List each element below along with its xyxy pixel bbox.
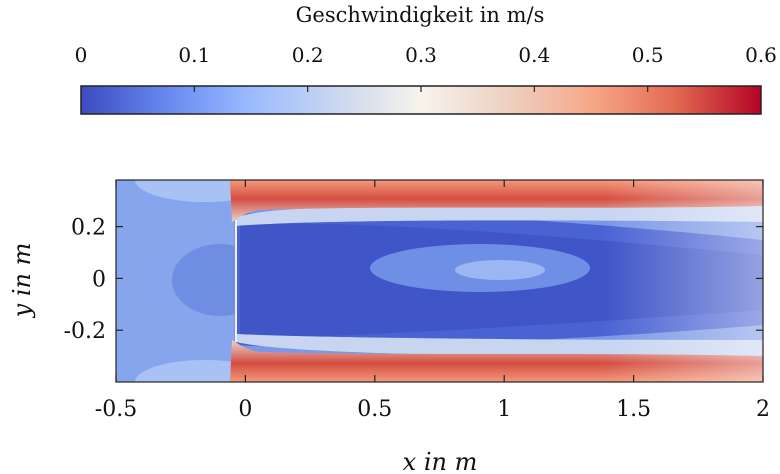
y-axis-label: y in m [8, 243, 36, 319]
y-tick-label: -0.2 [64, 319, 106, 344]
colorbar-tick-label: 0.2 [292, 43, 324, 67]
x-axis-label: x in m [403, 448, 478, 474]
x-tick-label: 2 [756, 397, 770, 422]
colorbar-tick-labels: 0 0.1 0.2 0.3 0.4 0.5 0.6 [75, 43, 777, 67]
colorbar-tick-label: 0.4 [518, 43, 550, 67]
colorbar-tick-label: 0.3 [405, 43, 437, 67]
y-tick-label: 0 [92, 267, 106, 292]
x-axis-ticks: -0.5 0 0.5 1 1.5 2 [95, 180, 770, 422]
colorbar-tick-label: 0 [75, 43, 88, 67]
velocity-field [116, 180, 763, 382]
x-tick-label: 1.5 [616, 397, 651, 422]
x-tick-label: 1 [497, 397, 511, 422]
y-axis-ticks: -0.2 0 0.2 [64, 216, 763, 344]
colorbar-tick-label: 0.1 [178, 43, 210, 67]
colorbar-title: Geschwindigkeit in m/s [296, 3, 545, 27]
colorbar-ticks [193, 86, 649, 92]
x-tick-label: -0.5 [95, 397, 137, 422]
colorbar-tick-label: 0.5 [632, 43, 664, 67]
y-tick-label: 0.2 [71, 216, 106, 241]
x-tick-label: 0 [238, 397, 252, 422]
jet-fade [230, 180, 763, 382]
plot-frame [115, 179, 764, 383]
x-tick-label: 0.5 [357, 397, 392, 422]
colorbar-tick-label: 0.6 [745, 43, 777, 67]
